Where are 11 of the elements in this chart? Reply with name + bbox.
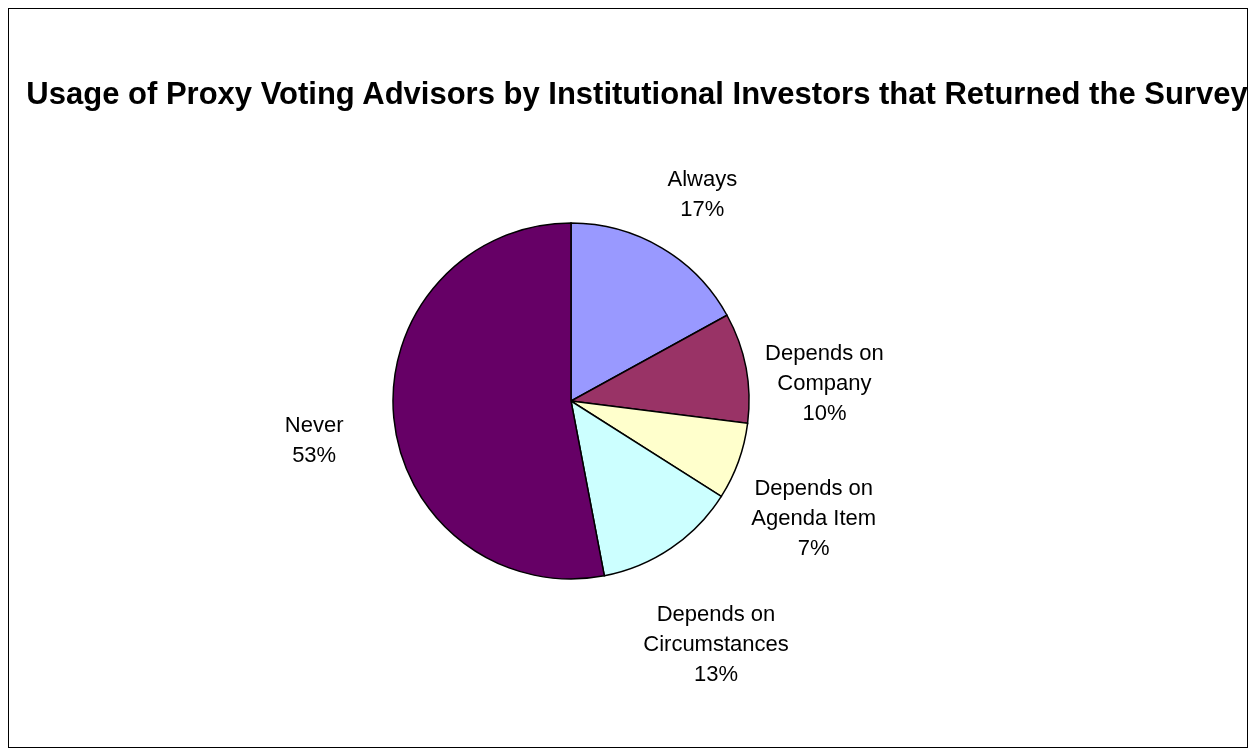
chart-title: Usage of Proxy Voting Advisors by Institutional Investors that Returned the Survey	[26, 76, 1249, 111]
data-label: 13%	[693, 661, 739, 687]
slice-label: Depends on Circumstances	[643, 601, 789, 657]
data-label: 17%	[680, 195, 725, 221]
slice-label: Depends on Company	[765, 339, 884, 395]
slice-label: Always	[667, 165, 738, 191]
slice-label: Never	[284, 412, 344, 438]
data-label: 53%	[292, 442, 337, 468]
slice-label: Depends on Agenda Item	[751, 475, 877, 531]
data-label: 10%	[802, 399, 847, 425]
data-label: 7%	[797, 535, 830, 561]
